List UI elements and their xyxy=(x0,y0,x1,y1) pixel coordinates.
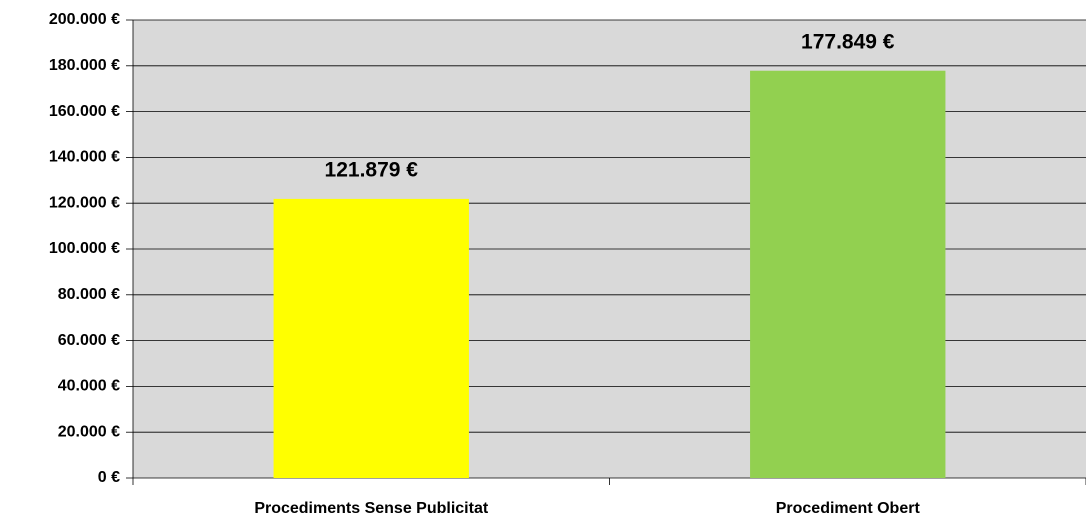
bar xyxy=(273,198,469,478)
value-label: 121.879 € xyxy=(325,158,419,181)
y-tick-label: 60.000 € xyxy=(58,332,120,349)
y-tick-label: 40.000 € xyxy=(58,378,120,395)
y-tick-label: 140.000 € xyxy=(49,149,120,166)
bar xyxy=(750,70,946,478)
y-tick-label: 100.000 € xyxy=(49,240,120,257)
y-tick-label: 20.000 € xyxy=(58,423,120,440)
value-label: 177.849 € xyxy=(801,30,895,53)
y-tick-label: 180.000 € xyxy=(49,57,120,74)
y-tick-label: 200.000 € xyxy=(49,11,120,28)
y-tick-label: 120.000 € xyxy=(49,194,120,211)
y-tick-label: 160.000 € xyxy=(49,103,120,120)
y-tick-label: 0 € xyxy=(98,469,120,486)
y-tick-label: 80.000 € xyxy=(58,286,120,303)
x-tick-label: Procediment Obert xyxy=(776,500,921,517)
x-tick-label: Procediments Sense Publicitat xyxy=(254,500,489,517)
